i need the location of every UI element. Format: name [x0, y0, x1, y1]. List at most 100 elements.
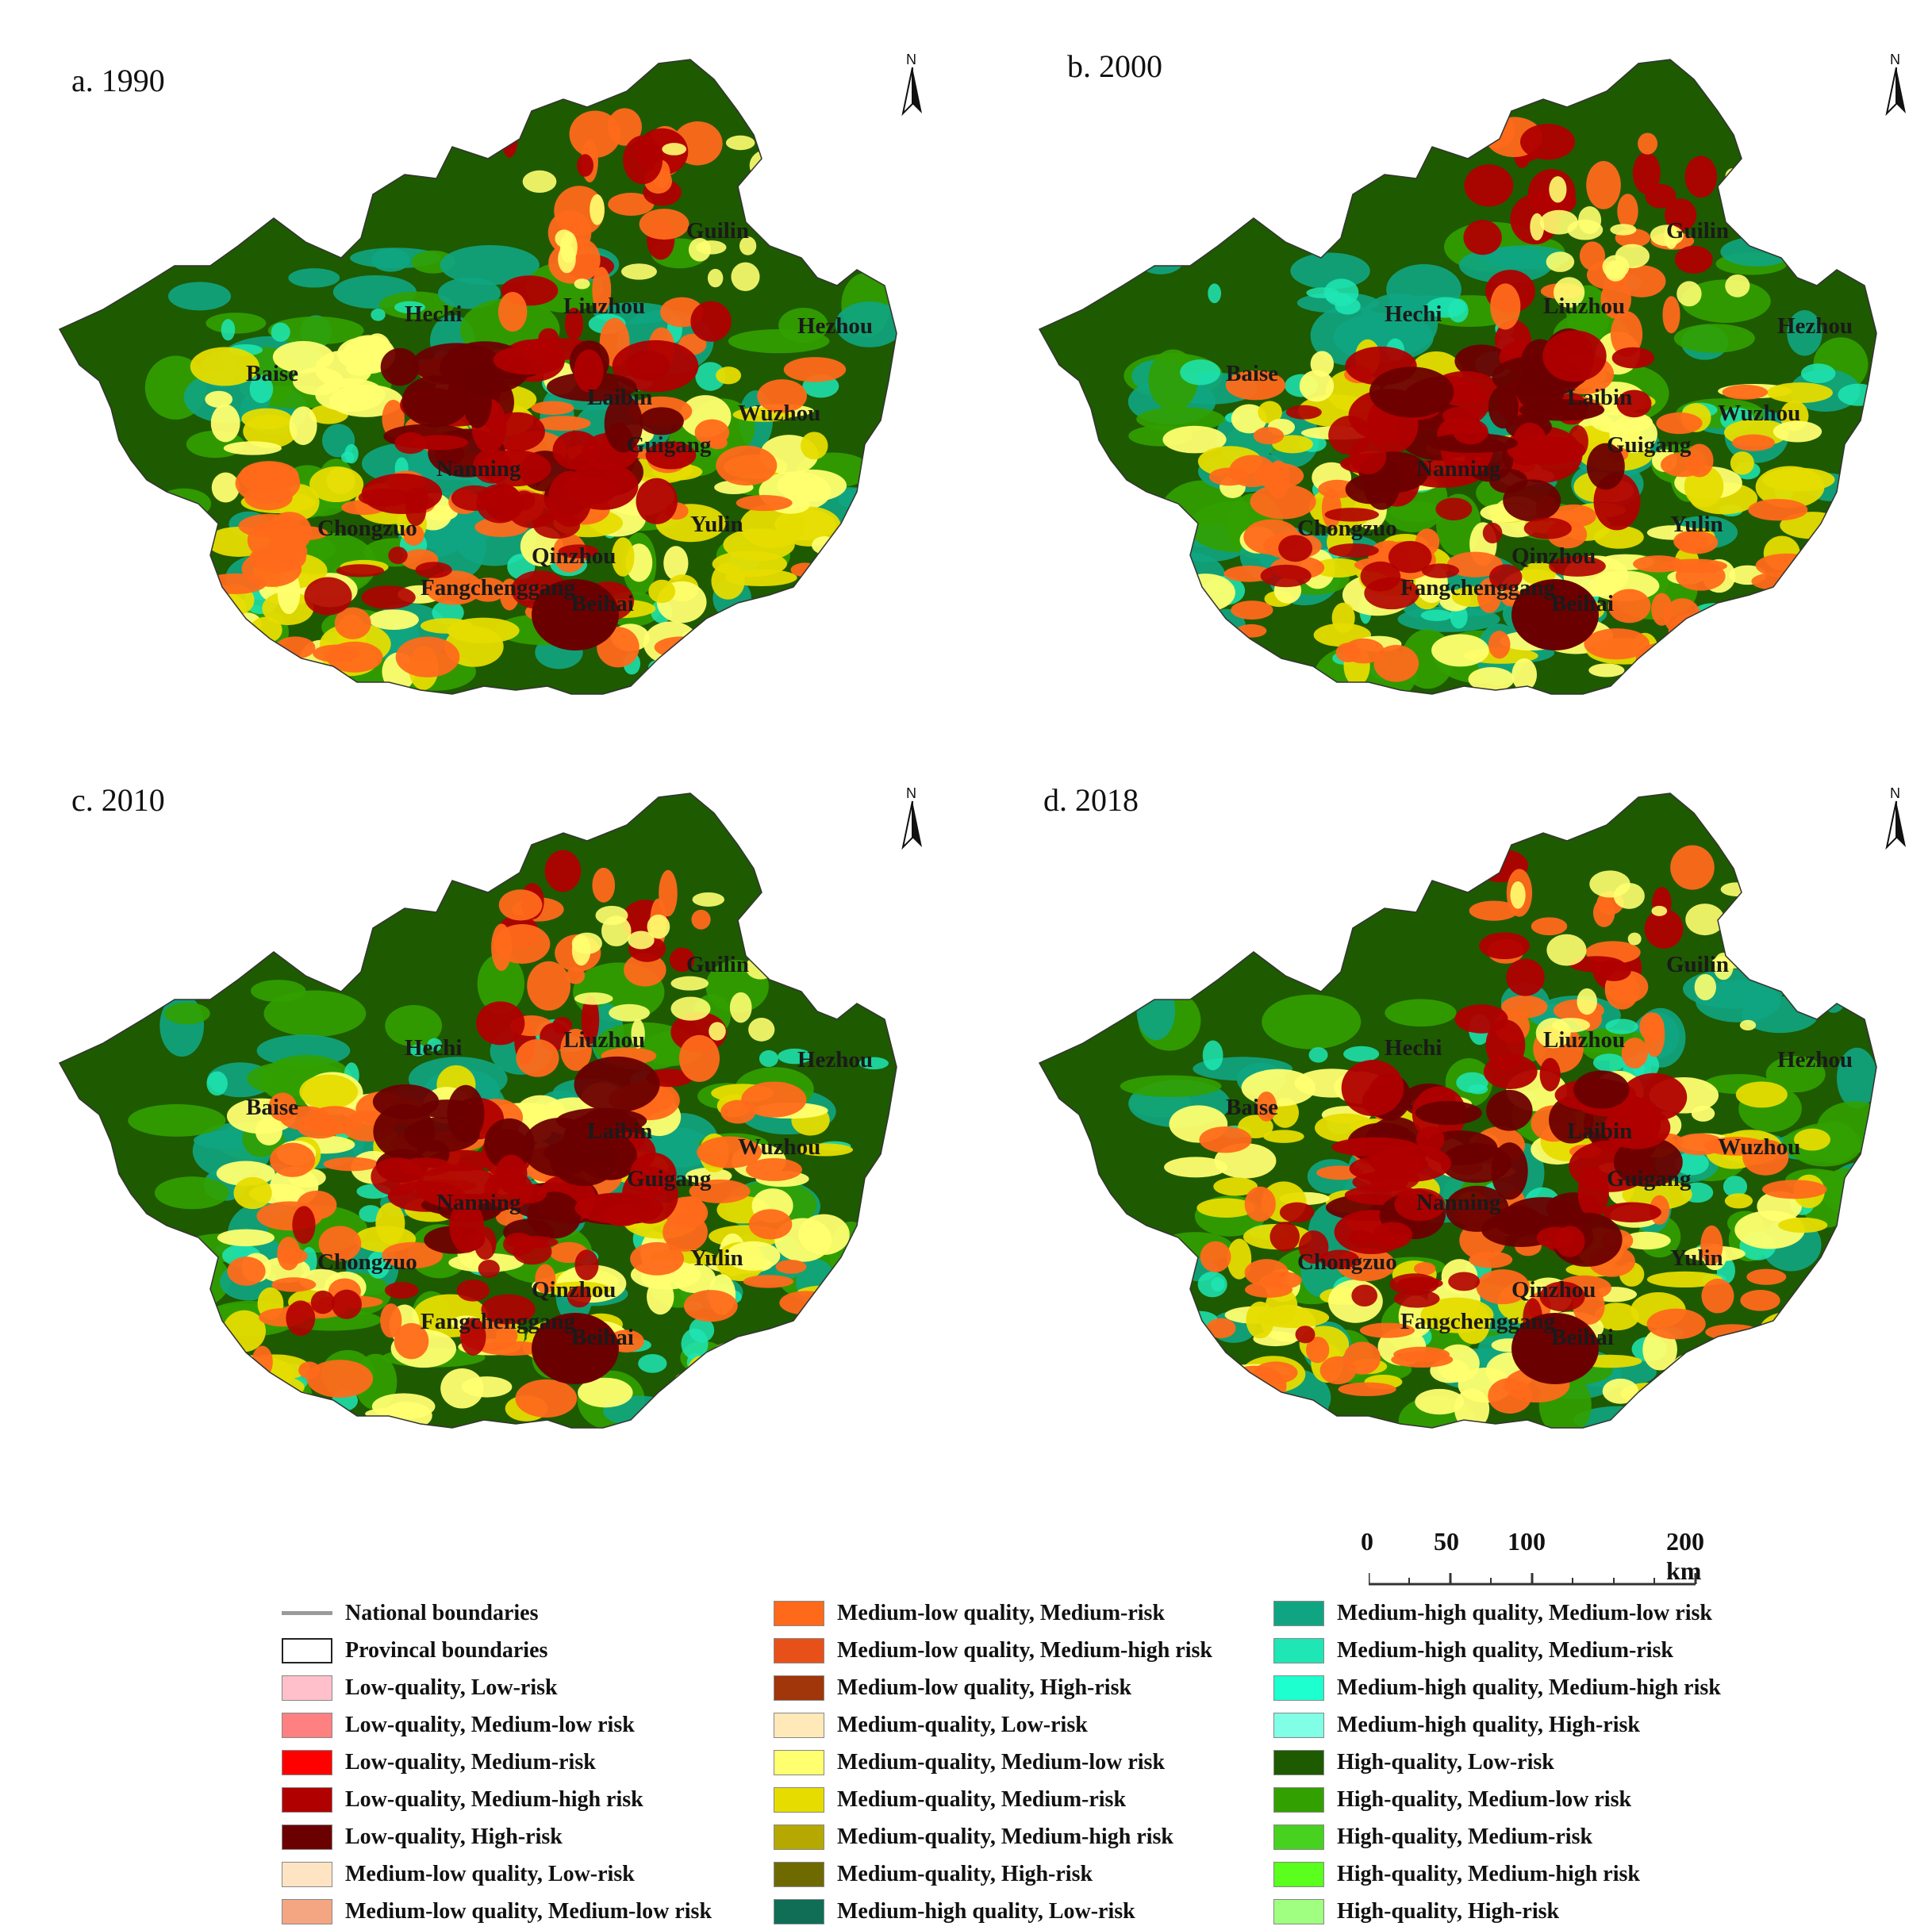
- legend-swatch: [282, 1898, 332, 1924]
- city-label: Baise: [246, 1095, 298, 1120]
- city-label: Fangchenggang: [421, 1309, 575, 1334]
- legend-swatch: [774, 1786, 824, 1813]
- north-arrow-icon: N: [1880, 52, 1912, 117]
- city-label: Chongzuo: [1297, 516, 1397, 541]
- city-label: Beihai: [571, 591, 634, 616]
- legend-item: Medium-low quality, Low-risk: [282, 1855, 712, 1893]
- scale-label: 0: [1361, 1527, 1373, 1556]
- province-outline: [1038, 792, 1877, 1429]
- city-label: Hezhou: [797, 313, 873, 339]
- legend-label: Medium-quality, High-risk: [837, 1861, 1093, 1886]
- legend-swatch: [1273, 1786, 1324, 1813]
- map-panel-2000: b. 2000 Guilin Hechi Liuzhou Hezhou Baise Lai…: [1035, 48, 1932, 762]
- map-panel-2010: c. 2010 Guilin Hechi Liuzhou Hezhou Baise Lai…: [56, 781, 1008, 1495]
- legend-item: Medium-quality, Low-risk: [774, 1706, 1212, 1744]
- legend-swatch: [1273, 1712, 1324, 1738]
- legend-label: High-quality, Low-risk: [1337, 1749, 1554, 1775]
- legend-swatch: [774, 1600, 824, 1626]
- city-label: Hechi: [405, 1035, 463, 1061]
- city-label: Guigang: [627, 432, 712, 458]
- legend-item: Medium-low quality, Medium-high risk: [774, 1632, 1212, 1669]
- map-panel-2018: d. 2018 Guilin Hechi Liuzhou Hezhou Baise Lai…: [1035, 781, 1932, 1495]
- city-label: Wuzhou: [738, 1134, 820, 1160]
- city-label: Yulin: [690, 1245, 743, 1271]
- legend-swatch: [282, 1861, 332, 1887]
- city-label: Guigang: [1607, 1166, 1692, 1191]
- legend-item: Medium-low quality, High-risk: [774, 1669, 1212, 1706]
- scale-label: 100: [1508, 1527, 1546, 1556]
- legend-swatch: [774, 1675, 824, 1701]
- city-label: Chongzuo: [317, 516, 417, 541]
- city-label: Chongzuo: [317, 1249, 417, 1275]
- city-label: Guilin: [1666, 952, 1729, 977]
- legend-swatch: [282, 1675, 332, 1701]
- legend-swatch: [1273, 1749, 1324, 1775]
- city-label: Hezhou: [1777, 313, 1853, 339]
- legend-label: Medium-high quality, Medium-low risk: [1337, 1600, 1712, 1625]
- legend-item: High-quality, High-risk: [1273, 1893, 1721, 1930]
- city-label: Guigang: [627, 1166, 712, 1191]
- legend-item: Low-quality, Low-risk: [282, 1669, 712, 1706]
- city-label: Hezhou: [797, 1047, 873, 1072]
- legend-label: High-quality, High-risk: [1337, 1898, 1560, 1924]
- legend-label: Medium-quality, Low-risk: [837, 1712, 1088, 1737]
- legend-swatch: [1273, 1898, 1324, 1924]
- legend-label: Medium-quality, Medium-risk: [837, 1786, 1127, 1812]
- city-label: Guilin: [686, 218, 749, 244]
- risk-quality-map: Guilin Hechi Liuzhou Hezhou Baise Laibin Wuzho…: [1038, 792, 1877, 1429]
- legend-item: Low-quality, Medium-risk: [282, 1744, 712, 1781]
- panel-title: a. 1990: [71, 63, 165, 98]
- city-label: Chongzuo: [1297, 1249, 1397, 1275]
- city-label: Guilin: [1666, 218, 1729, 244]
- city-label: Liuzhou: [563, 294, 645, 319]
- province-outline: [1038, 59, 1877, 695]
- legend-item: Low-quality, High-risk: [282, 1818, 712, 1855]
- legend-item: High-quality, Medium-high risk: [1273, 1855, 1721, 1893]
- city-label: Baise: [246, 361, 298, 386]
- legend-swatch: [774, 1824, 824, 1850]
- city-label: Nanning: [1416, 1190, 1501, 1215]
- risk-quality-map: Guilin Hechi Liuzhou Hezhou Baise Laibin Wuzho…: [58, 59, 897, 695]
- legend-swatch: [1273, 1637, 1324, 1663]
- legend-label: Provincal boundaries: [345, 1637, 548, 1663]
- legend-item: Medium-low quality, Medium-low risk: [282, 1893, 712, 1930]
- city-label: Laibin: [1567, 1118, 1632, 1144]
- legend-item: Low-quality, Medium-low risk: [282, 1706, 712, 1744]
- city-label: Hechi: [405, 301, 463, 327]
- legend-swatch: [1273, 1675, 1324, 1701]
- city-label: Wuzhou: [738, 401, 820, 426]
- legend-item: Provincal boundaries: [282, 1632, 712, 1669]
- legend-swatch: [774, 1749, 824, 1775]
- legend-item: National boundaries: [282, 1594, 712, 1632]
- legend-item: Medium-quality, Medium-risk: [774, 1781, 1212, 1818]
- legend-swatch: [774, 1712, 824, 1738]
- city-label: Beihai: [571, 1325, 634, 1350]
- city-label: Nanning: [1416, 456, 1501, 482]
- city-label: Laibin: [1567, 385, 1632, 410]
- legend-label: High-quality, Medium-low risk: [1337, 1786, 1632, 1812]
- legend-swatch: [282, 1786, 332, 1813]
- city-label: Hechi: [1385, 1035, 1442, 1061]
- legend-swatch: [774, 1861, 824, 1887]
- city-label: Laibin: [587, 385, 652, 410]
- panel-title: b. 2000: [1067, 48, 1162, 84]
- legend-label: High-quality, Medium-high risk: [1337, 1861, 1640, 1886]
- legend-column-1: National boundaries Provincal boundaries L…: [282, 1594, 712, 1930]
- legend-swatch: [282, 1749, 332, 1775]
- legend-item: Medium-quality, Medium-high risk: [774, 1818, 1212, 1855]
- legend-swatch: [282, 1824, 332, 1850]
- legend-swatch: [774, 1637, 824, 1663]
- legend-item: Medium-high quality, High-risk: [1273, 1706, 1721, 1744]
- scale-label: 50: [1434, 1527, 1459, 1556]
- city-label: Fangchenggang: [421, 575, 575, 600]
- legend-item: Medium-high quality, Medium-low risk: [1273, 1594, 1721, 1632]
- north-arrow-icon: N: [897, 785, 928, 850]
- scale-bar: 0 50 100 200 km: [1361, 1527, 1710, 1598]
- legend-item: Medium-quality, Medium-low risk: [774, 1744, 1212, 1781]
- map-legend: National boundaries Provincal boundaries L…: [282, 1594, 1805, 1924]
- risk-quality-map: Guilin Hechi Liuzhou Hezhou Baise Laibin Wuzho…: [58, 792, 897, 1429]
- city-label: Beihai: [1551, 591, 1614, 616]
- legend-item: High-quality, Low-risk: [1273, 1744, 1721, 1781]
- legend-item: Low-quality, Medium-high risk: [282, 1781, 712, 1818]
- north-arrow-icon: N: [897, 52, 928, 117]
